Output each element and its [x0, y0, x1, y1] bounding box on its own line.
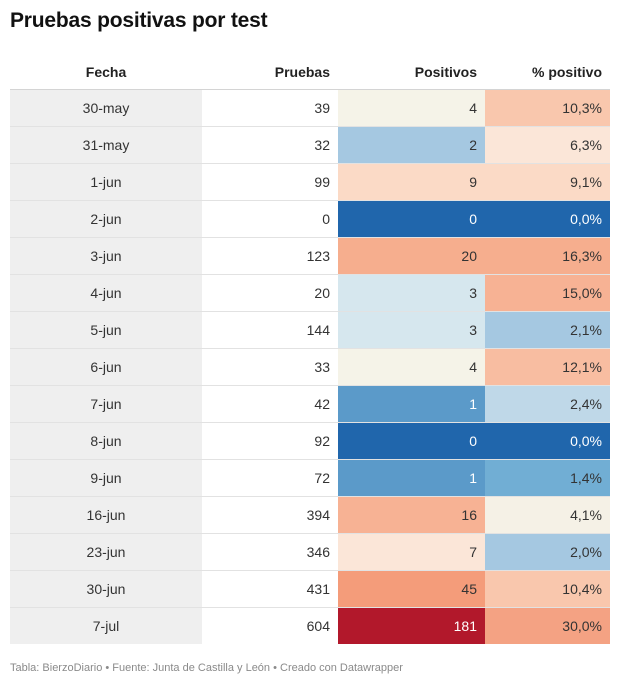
cell-pct-positivo: 2,1%: [485, 311, 610, 349]
cell-pruebas: 99: [202, 163, 338, 201]
cell-pct-positivo: 12,1%: [485, 348, 610, 386]
cell-fecha: 1-jun: [10, 163, 202, 201]
cell-fecha: 23-jun: [10, 533, 202, 571]
cell-pct-positivo: 1,4%: [485, 459, 610, 497]
cell-positivos: 4: [338, 89, 485, 127]
cell-pct-positivo: 10,3%: [485, 89, 610, 127]
cell-pruebas: 32: [202, 126, 338, 164]
cell-pct-positivo: 0,0%: [485, 422, 610, 460]
cell-fecha: 7-jul: [10, 607, 202, 644]
cell-fecha: 30-jun: [10, 570, 202, 608]
table-row: 16-jun 394 16 4,1%: [10, 496, 610, 534]
positives-table: Fecha Pruebas Positivos % positivo 30-ma…: [10, 54, 610, 644]
cell-positivos: 0: [338, 200, 485, 238]
cell-fecha: 6-jun: [10, 348, 202, 386]
cell-positivos: 3: [338, 274, 485, 312]
chart-title: Pruebas positivas por test: [10, 9, 268, 32]
header-row: Fecha Pruebas Positivos % positivo: [10, 54, 610, 90]
table-row: 23-jun 346 7 2,0%: [10, 533, 610, 571]
cell-pct-positivo: 15,0%: [485, 274, 610, 312]
cell-pruebas: 39: [202, 89, 338, 127]
cell-positivos: 4: [338, 348, 485, 386]
table-row: 4-jun 20 3 15,0%: [10, 274, 610, 312]
cell-pruebas: 394: [202, 496, 338, 534]
table-row: 3-jun 123 20 16,3%: [10, 237, 610, 275]
cell-pct-positivo: 16,3%: [485, 237, 610, 275]
cell-fecha: 7-jun: [10, 385, 202, 423]
cell-positivos: 181: [338, 607, 485, 644]
cell-pruebas: 0: [202, 200, 338, 238]
cell-positivos: 1: [338, 459, 485, 497]
cell-positivos: 20: [338, 237, 485, 275]
table-row: 30-jun 431 45 10,4%: [10, 570, 610, 608]
table-row: 7-jul 604 181 30,0%: [10, 607, 610, 644]
cell-fecha: 31-may: [10, 126, 202, 164]
table-row: 9-jun 72 1 1,4%: [10, 459, 610, 497]
table-row: 8-jun 92 0 0,0%: [10, 422, 610, 460]
table-row: 5-jun 144 3 2,1%: [10, 311, 610, 349]
column-header-positivos[interactable]: Positivos: [414, 63, 477, 80]
cell-positivos: 45: [338, 570, 485, 608]
cell-pruebas: 33: [202, 348, 338, 386]
cell-positivos: 7: [338, 533, 485, 571]
cell-positivos: 3: [338, 311, 485, 349]
source-note: Tabla: BierzoDiario • Fuente: Junta de C…: [10, 662, 403, 674]
cell-pruebas: 72: [202, 459, 338, 497]
column-header-fecha[interactable]: Fecha: [85, 63, 127, 80]
cell-positivos: 2: [338, 126, 485, 164]
table-row: 31-may 32 2 6,3%: [10, 126, 610, 164]
cell-fecha: 16-jun: [10, 496, 202, 534]
cell-pct-positivo: 30,0%: [485, 607, 610, 644]
cell-pruebas: 42: [202, 385, 338, 423]
cell-pruebas: 20: [202, 274, 338, 312]
cell-fecha: 30-may: [10, 89, 202, 127]
cell-pct-positivo: 10,4%: [485, 570, 610, 608]
table-row: 1-jun 99 9 9,1%: [10, 163, 610, 201]
cell-pruebas: 123: [202, 237, 338, 275]
cell-pct-positivo: 6,3%: [485, 126, 610, 164]
cell-positivos: 0: [338, 422, 485, 460]
cell-pct-positivo: 9,1%: [485, 163, 610, 201]
cell-fecha: 8-jun: [10, 422, 202, 460]
table-row: 7-jun 42 1 2,4%: [10, 385, 610, 423]
cell-fecha: 5-jun: [10, 311, 202, 349]
table-row: 30-may 39 4 10,3%: [10, 89, 610, 127]
column-header-pruebas[interactable]: Pruebas: [274, 63, 330, 80]
cell-fecha: 3-jun: [10, 237, 202, 275]
cell-fecha: 4-jun: [10, 274, 202, 312]
cell-positivos: 16: [338, 496, 485, 534]
cell-pruebas: 92: [202, 422, 338, 460]
table-body: 30-may 39 4 10,3% 31-may 32 2 6,3% 1-jun 99 9 9,1% 2…: [10, 89, 610, 644]
cell-pruebas: 431: [202, 570, 338, 608]
cell-pct-positivo: 0,0%: [485, 200, 610, 238]
cell-fecha: 9-jun: [10, 459, 202, 497]
cell-positivos: 9: [338, 163, 485, 201]
cell-pruebas: 604: [202, 607, 338, 644]
cell-pruebas: 346: [202, 533, 338, 571]
cell-pct-positivo: 2,4%: [485, 385, 610, 423]
cell-positivos: 1: [338, 385, 485, 423]
column-header-pct-positivo[interactable]: % positivo: [531, 63, 602, 80]
cell-pct-positivo: 4,1%: [485, 496, 610, 534]
cell-pruebas: 144: [202, 311, 338, 349]
table-row: 6-jun 33 4 12,1%: [10, 348, 610, 386]
table-row: 2-jun 0 0 0,0%: [10, 200, 610, 238]
cell-pct-positivo: 2,0%: [485, 533, 610, 571]
cell-fecha: 2-jun: [10, 200, 202, 238]
